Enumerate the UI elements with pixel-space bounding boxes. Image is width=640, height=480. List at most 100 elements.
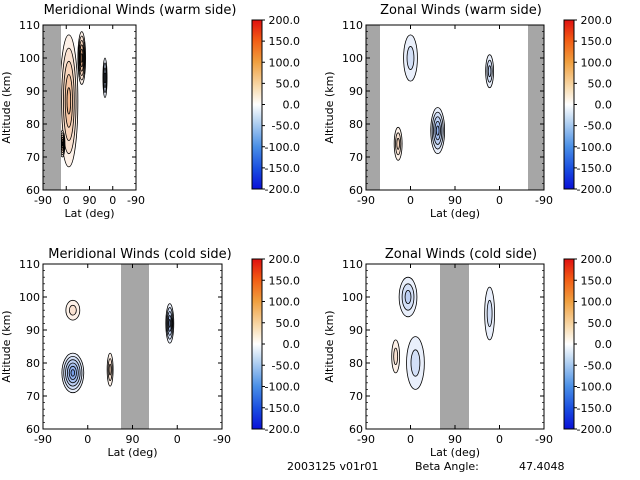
x-tick-label: 0	[496, 194, 503, 207]
y-tick-label: 110	[19, 258, 40, 271]
colorbar-tick-label: 150.0	[269, 274, 301, 287]
night-band	[366, 25, 380, 190]
panel-1: 60 70 80 90 100 110 -90 0 90 0 -90 Lat (deg) Altitud…	[0, 3, 300, 220]
x-tick-label: -90	[127, 194, 145, 207]
colorbar-tick-label: 150.0	[581, 274, 613, 287]
y-tick-label: 80	[26, 357, 40, 370]
wind-cell-4	[485, 54, 494, 89]
colorbar-tick-label: 50.0	[588, 77, 613, 90]
y-tick-label: 90	[26, 324, 40, 337]
colorbar-tick-label: 200.0	[269, 14, 301, 27]
y-tick-label: 110	[342, 19, 363, 32]
x-axis-label: Lat (deg)	[430, 207, 480, 220]
y-tick-label: 110	[342, 258, 363, 271]
x-tick-label: -90	[213, 433, 231, 446]
x-tick-label: 0	[84, 433, 91, 446]
colorbar-tick-label: -50.0	[272, 359, 300, 372]
x-tick-label: 0	[407, 194, 414, 207]
x-tick-label: 90	[126, 433, 140, 446]
colorbar-tick-label: 100.0	[581, 296, 613, 309]
y-tick-label: 80	[349, 357, 363, 370]
colorbar-tick-label: 150.0	[269, 35, 301, 48]
colorbar-tick-label: 0.0	[595, 99, 613, 112]
y-tick-label: 100	[342, 52, 363, 65]
y-tick-label: 70	[26, 390, 40, 403]
panel-title: Meridional Winds (warm side)	[44, 3, 237, 18]
y-tick-label: 100	[19, 291, 40, 304]
panel-2: 60 70 80 90 100 110 -90 0 90 0 -90 Lat (deg) Altitud…	[323, 3, 612, 220]
x-tick-label: -90	[34, 433, 52, 446]
panel-title: Meridional Winds (cold side)	[48, 247, 231, 262]
wind-cell-1	[403, 34, 418, 82]
colorbar-tick-label: 0.0	[283, 338, 301, 351]
panel-3: 60 70 80 90 100 110 -90 0 90 0 -90 Lat (deg) Altitud…	[0, 247, 300, 459]
y-axis-label: Altitude (km)	[0, 310, 13, 382]
wind-cell-2	[430, 107, 446, 155]
panel-4: 60 70 80 90 100 110 -90 0 90 0 -90 Lat (deg) Altitud…	[323, 247, 612, 459]
y-tick-label: 60	[26, 423, 40, 436]
footer-beta-label: Beta Angle:	[415, 460, 479, 473]
colorbar-tick-label: -200.0	[265, 423, 300, 436]
colorbar-tick-label: -200.0	[265, 183, 300, 196]
wind-cell-4	[484, 286, 495, 341]
colorbar-tick-label: -150.0	[577, 402, 612, 415]
y-tick-label: 90	[26, 85, 40, 98]
wind-cell-2	[406, 336, 425, 390]
x-tick-label: 0	[63, 194, 70, 207]
y-axis-label: Altitude (km)	[323, 310, 336, 382]
colorbar-tick-label: -50.0	[584, 359, 612, 372]
night-band	[208, 25, 222, 190]
x-tick-label: -90	[357, 194, 375, 207]
colorbar-tick-label: -200.0	[577, 423, 612, 436]
y-tick-label: 70	[26, 151, 40, 164]
y-tick-label: 80	[349, 118, 363, 131]
plot-area	[366, 25, 544, 190]
colorbar: 200.0 150.0 100.0 50.0 0.0 -50.0 -100.0 -150.0 -…	[563, 253, 613, 436]
night-band	[440, 264, 469, 429]
x-tick-label: -90	[535, 433, 553, 446]
colorbar: 200.0 150.0 100.0 50.0 0.0 -50.0 -100.0 -150.0 -…	[563, 14, 613, 196]
colorbar-tick-label: -100.0	[265, 141, 300, 154]
wind-cell-2	[65, 299, 81, 321]
colorbar: 200.0 150.0 100.0 50.0 0.0 -50.0 -100.0 -150.0 -…	[251, 14, 301, 196]
colorbar-tick-label: 150.0	[581, 35, 613, 48]
colorbar-tick-label: 0.0	[283, 99, 301, 112]
colorbar-tick-label: 100.0	[269, 296, 301, 309]
x-tick-label: 0	[496, 433, 503, 446]
colorbar: 200.0 150.0 100.0 50.0 0.0 -50.0 -100.0 -150.0 -…	[251, 253, 301, 436]
x-tick-label: 90	[83, 194, 97, 207]
colorbar-tick-label: -150.0	[265, 162, 300, 175]
colorbar-tick-label: 200.0	[581, 253, 613, 266]
x-tick-label: -90	[357, 433, 375, 446]
night-band	[43, 25, 61, 190]
panel-title: Zonal Winds (warm side)	[380, 3, 542, 18]
y-axis-label: Altitude (km)	[0, 71, 13, 143]
y-tick-label: 60	[26, 184, 40, 197]
y-tick-label: 60	[349, 184, 363, 197]
x-tick-label: 0	[109, 194, 116, 207]
x-axis-label: Lat (deg)	[430, 446, 480, 459]
wind-cell-1	[61, 352, 85, 394]
colorbar-tick-label: 50.0	[588, 317, 613, 330]
y-tick-label: 70	[349, 151, 363, 164]
colorbar-tick-label: 200.0	[269, 253, 301, 266]
colorbar-tick-label: 50.0	[276, 77, 301, 90]
colorbar-tick-label: -150.0	[577, 162, 612, 175]
colorbar-tick-label: -50.0	[584, 120, 612, 133]
y-tick-label: 110	[19, 19, 40, 32]
x-tick-label: 90	[448, 194, 462, 207]
x-tick-label: 0	[407, 433, 414, 446]
y-tick-label: 90	[349, 324, 363, 337]
wind-cell-3	[77, 31, 87, 85]
wind-cell-4	[165, 303, 175, 344]
colorbar-tick-label: -100.0	[265, 381, 300, 394]
y-tick-label: 80	[26, 118, 40, 131]
wind-cell-3	[393, 126, 403, 161]
night-band	[528, 25, 544, 190]
footer-id-text: 2003125 v01r01	[287, 460, 379, 473]
colorbar-tick-label: -50.0	[272, 120, 300, 133]
colorbar-tick-label: -100.0	[577, 381, 612, 394]
x-tick-label: -90	[535, 194, 553, 207]
wind-cell-4	[102, 57, 108, 99]
